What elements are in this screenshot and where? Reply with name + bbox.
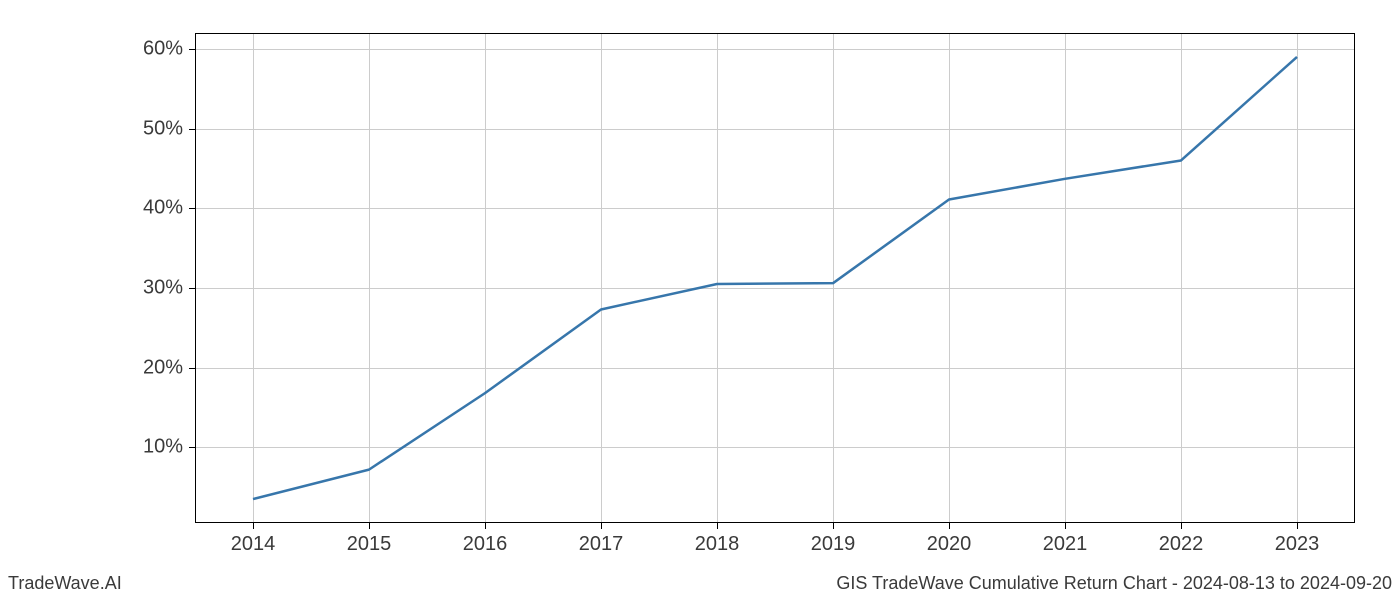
y-axis-tick-label: 30% [143, 276, 183, 299]
x-axis-tick-label: 2018 [695, 533, 740, 556]
x-axis-tick-label: 2023 [1275, 533, 1320, 556]
y-axis-tick-label: 20% [143, 356, 183, 379]
chart-container: 10% 20% 30% 40% 50% 60% 2014 2015 2016 2017 2018 20… [0, 0, 1400, 600]
grid-line-vertical [253, 33, 254, 523]
x-tick-mark [949, 523, 950, 529]
x-tick-mark [253, 523, 254, 529]
x-axis-tick-label: 2019 [811, 533, 856, 556]
y-axis-tick-label: 60% [143, 37, 183, 60]
x-tick-mark [485, 523, 486, 529]
x-tick-mark [1297, 523, 1298, 529]
x-axis-tick-label: 2020 [927, 533, 972, 556]
x-axis-tick-label: 2021 [1043, 533, 1088, 556]
x-tick-mark [833, 523, 834, 529]
x-tick-mark [717, 523, 718, 529]
grid-line-vertical [1065, 33, 1066, 523]
x-axis-tick-label: 2017 [579, 533, 624, 556]
grid-line-vertical [717, 33, 718, 523]
grid-line-vertical [833, 33, 834, 523]
x-tick-mark [1181, 523, 1182, 529]
grid-line-vertical [485, 33, 486, 523]
plot-area: 10%20%30%40%50%60%2014201520162017201820… [195, 33, 1355, 523]
grid-line-vertical [601, 33, 602, 523]
x-tick-mark [1065, 523, 1066, 529]
y-axis-tick-label: 10% [143, 436, 183, 459]
plot-border-right [1354, 33, 1355, 523]
footer-right-label: GIS TradeWave Cumulative Return Chart - … [836, 573, 1392, 594]
grid-line-vertical [369, 33, 370, 523]
footer-left-label: TradeWave.AI [8, 573, 122, 594]
grid-line-vertical [949, 33, 950, 523]
x-axis-tick-label: 2014 [231, 533, 276, 556]
x-axis-tick-label: 2022 [1159, 533, 1204, 556]
plot-border-left [195, 33, 196, 523]
y-axis-tick-label: 50% [143, 117, 183, 140]
grid-line-vertical [1297, 33, 1298, 523]
y-axis-tick-label: 40% [143, 197, 183, 220]
x-axis-tick-label: 2016 [463, 533, 508, 556]
x-tick-mark [369, 523, 370, 529]
grid-line-vertical [1181, 33, 1182, 523]
plot-border-bottom [195, 522, 1355, 523]
x-tick-mark [601, 523, 602, 529]
plot-border-top [195, 33, 1355, 34]
cumulative-return-line [253, 57, 1297, 499]
x-axis-tick-label: 2015 [347, 533, 392, 556]
